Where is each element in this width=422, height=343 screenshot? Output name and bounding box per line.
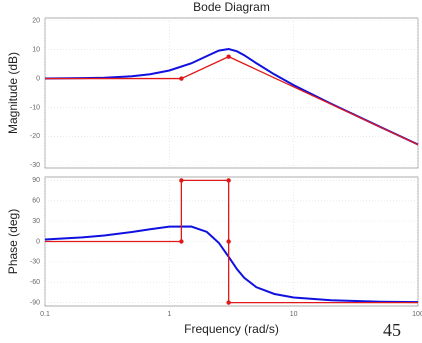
y-tick-label: 10 (32, 47, 40, 54)
x-axis-label: Frequency (rad/s) (184, 322, 279, 336)
vertex-marker (179, 178, 184, 183)
vertex-marker (179, 76, 184, 81)
x-tick-label: 0.1 (40, 311, 50, 318)
plot-area (44, 17, 419, 169)
vertex-marker (226, 178, 231, 183)
y-tick-label: 30 (32, 218, 40, 225)
y-tick-label: -30 (30, 162, 40, 169)
y-tick-label: -10 (30, 104, 40, 111)
y-tick-label: -60 (30, 279, 40, 286)
x-tick-label: 1 (167, 311, 171, 318)
y-tick-label: 60 (32, 198, 40, 205)
series-line (45, 55, 419, 146)
y-tick-label: -20 (30, 133, 40, 140)
x-tick-label: 10 (290, 311, 298, 318)
page-number: 45 (383, 320, 401, 340)
series-line (44, 225, 419, 304)
y-tick-label: 20 (32, 18, 40, 25)
series-line (44, 48, 419, 146)
y-axis-label: Magnitude (dB) (6, 52, 20, 134)
x-tick-label: 100 (412, 311, 422, 318)
y-tick-label: -30 (30, 259, 40, 266)
y-tick-label: 0 (36, 238, 40, 245)
chart-title: Bode Diagram (193, 0, 270, 14)
vertex-marker (226, 54, 231, 59)
vertex-marker (226, 239, 231, 244)
y-tick-label: -90 (30, 299, 40, 306)
y-axis-label: Phase (deg) (6, 209, 20, 274)
vertex-marker (179, 239, 184, 244)
y-tick-label: 90 (32, 177, 40, 184)
vertex-marker (226, 300, 231, 305)
y-tick-label: 0 (36, 75, 40, 82)
